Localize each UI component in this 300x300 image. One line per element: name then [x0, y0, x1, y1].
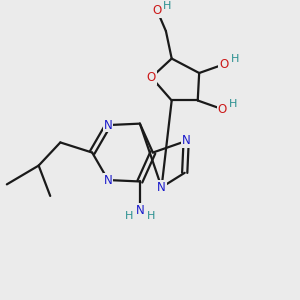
- Text: O: O: [147, 71, 156, 84]
- Text: H: H: [231, 54, 239, 64]
- Text: N: N: [182, 134, 190, 148]
- Text: H: H: [229, 99, 238, 109]
- Text: O: O: [219, 58, 228, 71]
- Text: H: H: [147, 211, 155, 220]
- Text: N: N: [104, 173, 112, 187]
- Text: N: N: [136, 204, 144, 217]
- Text: N: N: [104, 118, 112, 132]
- Text: O: O: [218, 103, 227, 116]
- Text: H: H: [125, 211, 133, 220]
- Text: O: O: [153, 4, 162, 17]
- Text: H: H: [163, 1, 172, 10]
- Text: N: N: [157, 181, 166, 194]
